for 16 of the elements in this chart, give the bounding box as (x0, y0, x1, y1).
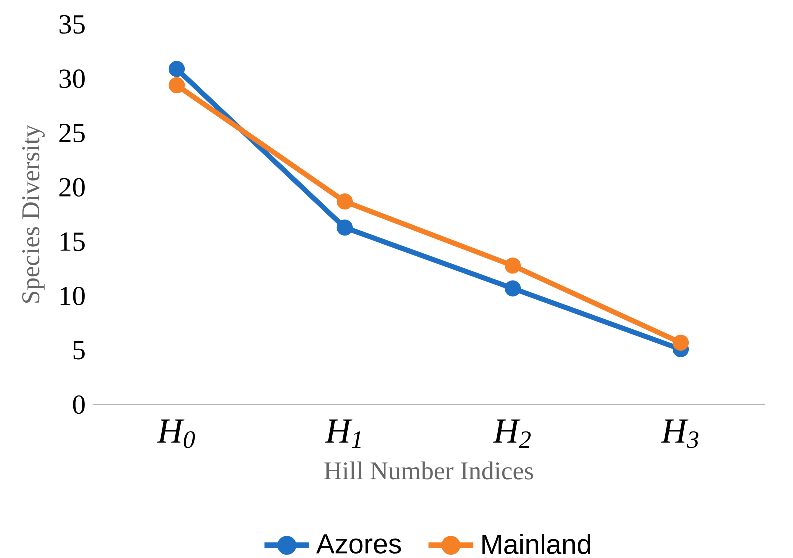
y-tick-label: 10 (60, 287, 85, 306)
x-tick-label: H$_{1}$ (325, 420, 361, 448)
x-tick-label: H$_{3}$ (661, 420, 699, 448)
legend-label: Azores (316, 534, 402, 554)
legend-label: Mainland (482, 534, 590, 554)
y-tick-label: 5 (74, 342, 85, 360)
x-tick-label: H$_{2}$ (493, 420, 531, 448)
y-tick-label: 30 (60, 70, 85, 88)
x-tick-label: H$_{0}$ (157, 420, 196, 448)
y-axis-title: Species Diversity (22, 125, 45, 304)
y-tick-label: 35 (60, 16, 85, 34)
y-tick-label: 20 (60, 178, 85, 198)
y-tick-label: 0 (73, 396, 85, 414)
y-tick-label: 15 (60, 232, 85, 252)
y-tick-label: 25 (60, 124, 85, 143)
x-axis-title: Hill Number Indices (324, 462, 534, 480)
